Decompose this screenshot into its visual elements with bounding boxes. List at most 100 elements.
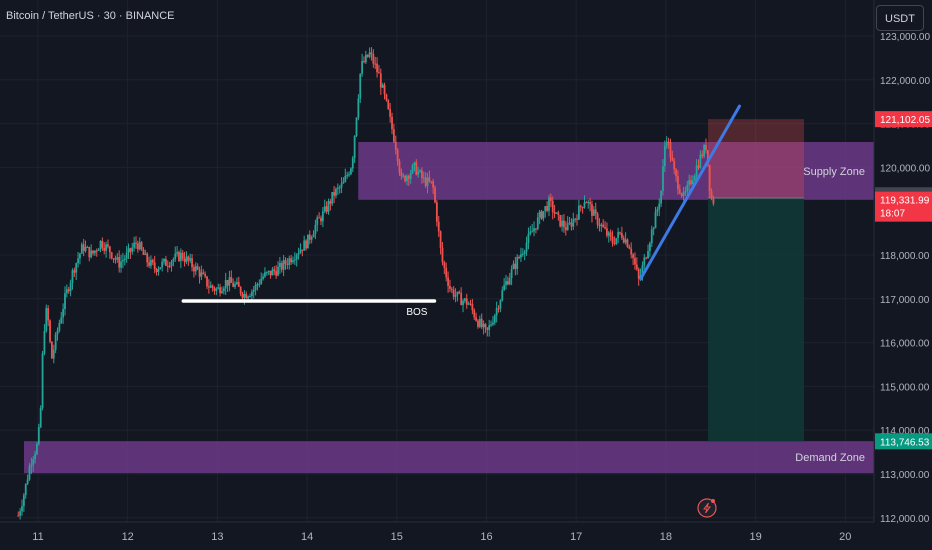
candle-body: [591, 204, 593, 216]
candle-body: [200, 272, 203, 277]
candle-body: [701, 154, 704, 157]
candle-body: [462, 300, 464, 306]
candle-body: [463, 298, 466, 301]
time-tick-label: 12: [122, 531, 134, 543]
candle-body: [36, 443, 38, 454]
candle-body: [409, 172, 412, 179]
candle-body: [305, 240, 307, 249]
candle-body: [224, 279, 227, 289]
candle-body: [355, 117, 358, 136]
time-tick-label: 14: [301, 531, 313, 543]
candle-body: [456, 291, 459, 296]
candle-body: [458, 291, 461, 294]
candle-body: [252, 289, 255, 292]
candle-body: [385, 94, 388, 101]
take-profit-area: [708, 198, 805, 442]
candle-body: [194, 266, 197, 272]
candle-body: [424, 177, 427, 187]
candle-body: [422, 177, 425, 179]
candle-body: [336, 187, 339, 189]
candle-body: [544, 206, 547, 211]
candle-body: [280, 262, 283, 270]
candle-body: [80, 244, 83, 254]
candle-body: [634, 258, 636, 265]
candle-body: [103, 247, 106, 251]
candle-body: [376, 63, 378, 73]
candle-body: [592, 209, 595, 216]
price-axis[interactable]: 123,000.00122,000.00121,000.00120,000.00…: [875, 32, 932, 525]
candle-body: [77, 258, 79, 264]
time-axis[interactable]: 11 12 13 14 15 16 17 18 19 20: [32, 531, 851, 543]
candle-body: [691, 180, 694, 185]
candle-body: [138, 242, 141, 250]
candle-body: [24, 483, 27, 496]
candle-body: [529, 231, 532, 234]
candle-body: [415, 162, 418, 175]
candle-body: [82, 244, 85, 251]
candle-body: [209, 285, 212, 288]
trend-line: [639, 104, 741, 281]
candle-body: [58, 322, 61, 331]
price-tick-label: 117,000.00: [880, 295, 930, 306]
candle-body: [568, 222, 571, 224]
price-tick-label: 122,000.00: [880, 76, 930, 87]
candle-body: [114, 258, 117, 260]
candle-body: [193, 267, 195, 272]
symbol-title: Bitcoin / TetherUS · 30 · BINANCE: [6, 10, 175, 22]
candle-body: [609, 232, 612, 237]
candle-body: [39, 407, 42, 428]
candle-body: [41, 353, 44, 408]
candle-body: [521, 253, 524, 255]
candle-body: [441, 248, 444, 263]
candle-body: [576, 218, 578, 220]
candle-body: [321, 211, 324, 222]
candle-body: [129, 248, 132, 252]
candle-body: [645, 257, 648, 259]
candle-body: [677, 176, 679, 190]
candle-body: [353, 135, 356, 158]
flash-icon[interactable]: [697, 498, 717, 518]
candle-body: [516, 257, 519, 269]
candle-body: [598, 224, 601, 227]
supply-zone-label: Supply Zone: [803, 166, 865, 178]
candle-body: [286, 263, 289, 265]
candle-body: [553, 211, 556, 214]
candle-body: [402, 175, 405, 177]
candle-body: [344, 175, 347, 182]
candle-body: [379, 73, 382, 88]
stop-price-tag: 121,102.05: [880, 115, 930, 126]
candle-body: [426, 177, 429, 187]
candle-body: [662, 166, 664, 191]
candle-body: [611, 236, 614, 243]
candle-body: [493, 315, 496, 323]
candle-body: [75, 263, 78, 273]
candle-body: [693, 175, 696, 181]
candle-body: [318, 217, 321, 219]
candle-body: [505, 281, 507, 285]
candle-body: [101, 240, 104, 248]
candle-body: [706, 150, 709, 166]
price-tick-label: 113,000.00: [880, 470, 930, 481]
candle-body: [187, 256, 190, 261]
candle-body: [84, 247, 87, 251]
candle-body: [564, 227, 567, 231]
candle-body: [241, 293, 244, 298]
candle-body: [477, 320, 479, 327]
candle-body: [120, 261, 122, 268]
candle-body: [34, 453, 36, 460]
currency-button[interactable]: USDT: [876, 5, 924, 31]
candle-body: [275, 271, 278, 276]
time-tick-label: 11: [32, 531, 43, 543]
candle-body: [213, 288, 216, 291]
candle-body: [258, 283, 261, 285]
candle-body: [690, 180, 692, 185]
candle-body: [607, 232, 610, 236]
candle-body: [613, 242, 616, 244]
candle-body: [430, 181, 433, 183]
candle-body: [510, 268, 513, 279]
candle-body: [116, 257, 119, 260]
candle-body: [600, 224, 603, 227]
candle-body: [219, 287, 221, 294]
candle-body: [688, 180, 691, 185]
